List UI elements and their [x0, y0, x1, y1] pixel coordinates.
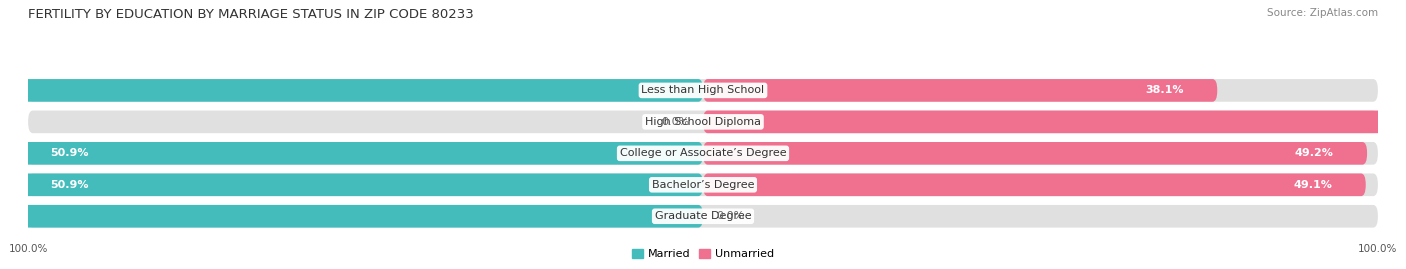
- FancyBboxPatch shape: [15, 174, 703, 196]
- FancyBboxPatch shape: [703, 142, 1367, 165]
- Text: Source: ZipAtlas.com: Source: ZipAtlas.com: [1267, 8, 1378, 18]
- Text: Bachelor’s Degree: Bachelor’s Degree: [652, 180, 754, 190]
- Text: Less than High School: Less than High School: [641, 85, 765, 95]
- FancyBboxPatch shape: [28, 174, 1378, 196]
- FancyBboxPatch shape: [28, 79, 1378, 102]
- FancyBboxPatch shape: [0, 79, 703, 102]
- Text: FERTILITY BY EDUCATION BY MARRIAGE STATUS IN ZIP CODE 80233: FERTILITY BY EDUCATION BY MARRIAGE STATU…: [28, 8, 474, 21]
- Text: 50.9%: 50.9%: [49, 148, 89, 158]
- FancyBboxPatch shape: [703, 174, 1365, 196]
- FancyBboxPatch shape: [28, 111, 1378, 133]
- Text: 50.9%: 50.9%: [49, 180, 89, 190]
- Text: 0.0%: 0.0%: [717, 211, 745, 221]
- Text: 49.1%: 49.1%: [1294, 180, 1331, 190]
- Text: College or Associate’s Degree: College or Associate’s Degree: [620, 148, 786, 158]
- FancyBboxPatch shape: [28, 142, 1378, 165]
- Text: High School Diploma: High School Diploma: [645, 117, 761, 127]
- Text: 38.1%: 38.1%: [1144, 85, 1184, 95]
- Legend: Married, Unmarried: Married, Unmarried: [627, 244, 779, 263]
- FancyBboxPatch shape: [0, 205, 703, 228]
- FancyBboxPatch shape: [703, 79, 1218, 102]
- Text: 0.0%: 0.0%: [661, 117, 689, 127]
- FancyBboxPatch shape: [703, 111, 1406, 133]
- FancyBboxPatch shape: [15, 142, 703, 165]
- FancyBboxPatch shape: [28, 205, 1378, 228]
- Text: 49.2%: 49.2%: [1295, 148, 1333, 158]
- Text: Graduate Degree: Graduate Degree: [655, 211, 751, 221]
